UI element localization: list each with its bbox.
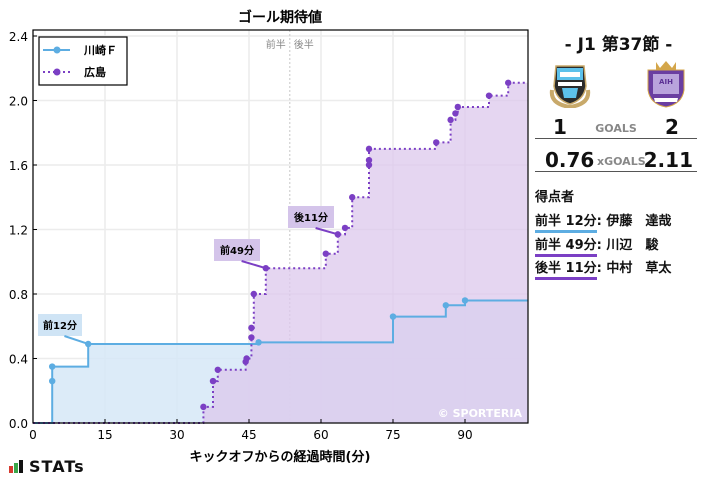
series-fill-1 xyxy=(33,82,528,423)
annotation-label: 前12分 xyxy=(43,319,77,332)
data-point xyxy=(433,139,440,146)
annotation-label: 前49分 xyxy=(220,244,254,257)
y-tick-label: 0.0 xyxy=(9,417,28,431)
y-tick-label: 0.8 xyxy=(9,288,28,302)
data-point xyxy=(200,403,207,411)
data-point xyxy=(505,79,512,86)
data-point xyxy=(365,156,373,164)
x-tick-label: 60 xyxy=(313,428,328,442)
data-point xyxy=(243,355,250,362)
x-axis-label: キックオフからの経過時間(分) xyxy=(190,449,371,465)
scorer-time: 後半 11分 xyxy=(535,261,597,280)
data-point xyxy=(442,302,449,309)
xgoals-row: 0.76 xGOALS 2.11 xyxy=(535,148,697,172)
x-tick-label: 15 xyxy=(97,428,112,442)
hiroshima-crest-icon: AIH xyxy=(647,61,685,108)
scorer-item: 後半 11分: 中村 草太 xyxy=(535,257,671,280)
data-point xyxy=(49,377,56,385)
scorer-item: 前半 49分: 川辺 駿 xyxy=(535,234,658,257)
y-tick-label: 0.4 xyxy=(9,353,28,367)
data-point xyxy=(365,161,373,169)
round-title: - J1 第37節 - xyxy=(564,35,673,55)
scorer-time: 前半 49分 xyxy=(535,238,597,257)
stats-logo: STATs xyxy=(9,457,85,476)
x-tick-label: 45 xyxy=(241,428,256,442)
second-half-label: 後半 xyxy=(294,38,314,51)
annotation-label: 後11分 xyxy=(294,211,328,224)
annotation-arrow xyxy=(241,260,267,270)
match-summary-panel: - J1 第37節 - AIH 1 GOALS 2 0.76 xGOALS 2.… xyxy=(530,0,707,479)
svg-text:AIH: AIH xyxy=(659,78,673,86)
stats-bars-icon xyxy=(9,460,23,473)
home-xg: 0.76 xyxy=(545,148,595,172)
legend: 川崎Ｆ 広島 xyxy=(38,36,128,86)
plot-frame xyxy=(32,29,529,424)
data-point xyxy=(389,313,397,320)
goals-row: 1 GOALS 2 xyxy=(535,115,697,139)
y-tick-label: 2.0 xyxy=(9,95,28,109)
data-point xyxy=(341,224,349,232)
x-tick-label: 75 xyxy=(385,428,400,442)
chart-title: ゴール期待値 xyxy=(238,9,322,26)
data-point xyxy=(485,92,493,99)
annotation-box xyxy=(214,239,260,261)
stats-logo-text: STATs xyxy=(29,457,85,476)
y-tick-label: 1.6 xyxy=(9,159,28,173)
xgoals-label: xGOALS xyxy=(597,155,646,168)
x-tick-label: 30 xyxy=(169,428,184,442)
y-tick-label: 2.4 xyxy=(9,30,28,44)
scorer-item: 前半 12分: 伊藤 達哉 xyxy=(535,210,671,233)
away-xg: 2.11 xyxy=(643,148,693,172)
annotation-box xyxy=(288,206,334,228)
first-half-label: 前半 xyxy=(266,38,286,51)
data-point xyxy=(452,110,459,117)
data-point xyxy=(248,334,255,341)
data-point xyxy=(454,103,461,111)
x-tick-label: 90 xyxy=(457,428,472,442)
data-point xyxy=(209,377,217,385)
series-line-1 xyxy=(33,81,528,424)
legend-marker-0 xyxy=(53,46,61,54)
data-point xyxy=(250,290,257,298)
home-goals: 1 xyxy=(553,115,567,139)
legend-label-0: 川崎Ｆ xyxy=(83,43,117,57)
data-point xyxy=(214,366,221,373)
y-tick-label: 1.2 xyxy=(9,224,28,238)
annotation-arrow xyxy=(315,227,339,236)
scorer-name: : 中村 草太 xyxy=(596,261,672,276)
x-tick-label: 0 xyxy=(29,428,37,442)
annotation-box xyxy=(38,314,82,336)
data-point xyxy=(322,250,329,257)
goals-label: GOALS xyxy=(595,122,637,135)
watermark: © SPORTERIA xyxy=(438,407,523,420)
data-point xyxy=(255,339,262,346)
scorer-name: : 伊藤 達哉 xyxy=(596,214,672,229)
data-point xyxy=(461,297,469,304)
legend-marker-1 xyxy=(53,68,61,76)
kawasaki-crest-icon xyxy=(549,65,591,108)
scorer-time: 前半 12分 xyxy=(535,214,597,233)
scorers-title: 得点者 xyxy=(535,190,575,205)
legend-box xyxy=(38,36,128,86)
annotation-arrow xyxy=(64,335,89,345)
data-point xyxy=(49,363,56,370)
data-point xyxy=(349,194,356,201)
legend-label-1: 広島 xyxy=(84,65,106,79)
data-point xyxy=(365,145,373,153)
data-point xyxy=(447,116,454,124)
away-goals: 2 xyxy=(665,115,679,139)
scorer-name: : 川辺 駿 xyxy=(596,238,659,253)
data-point xyxy=(248,324,255,332)
